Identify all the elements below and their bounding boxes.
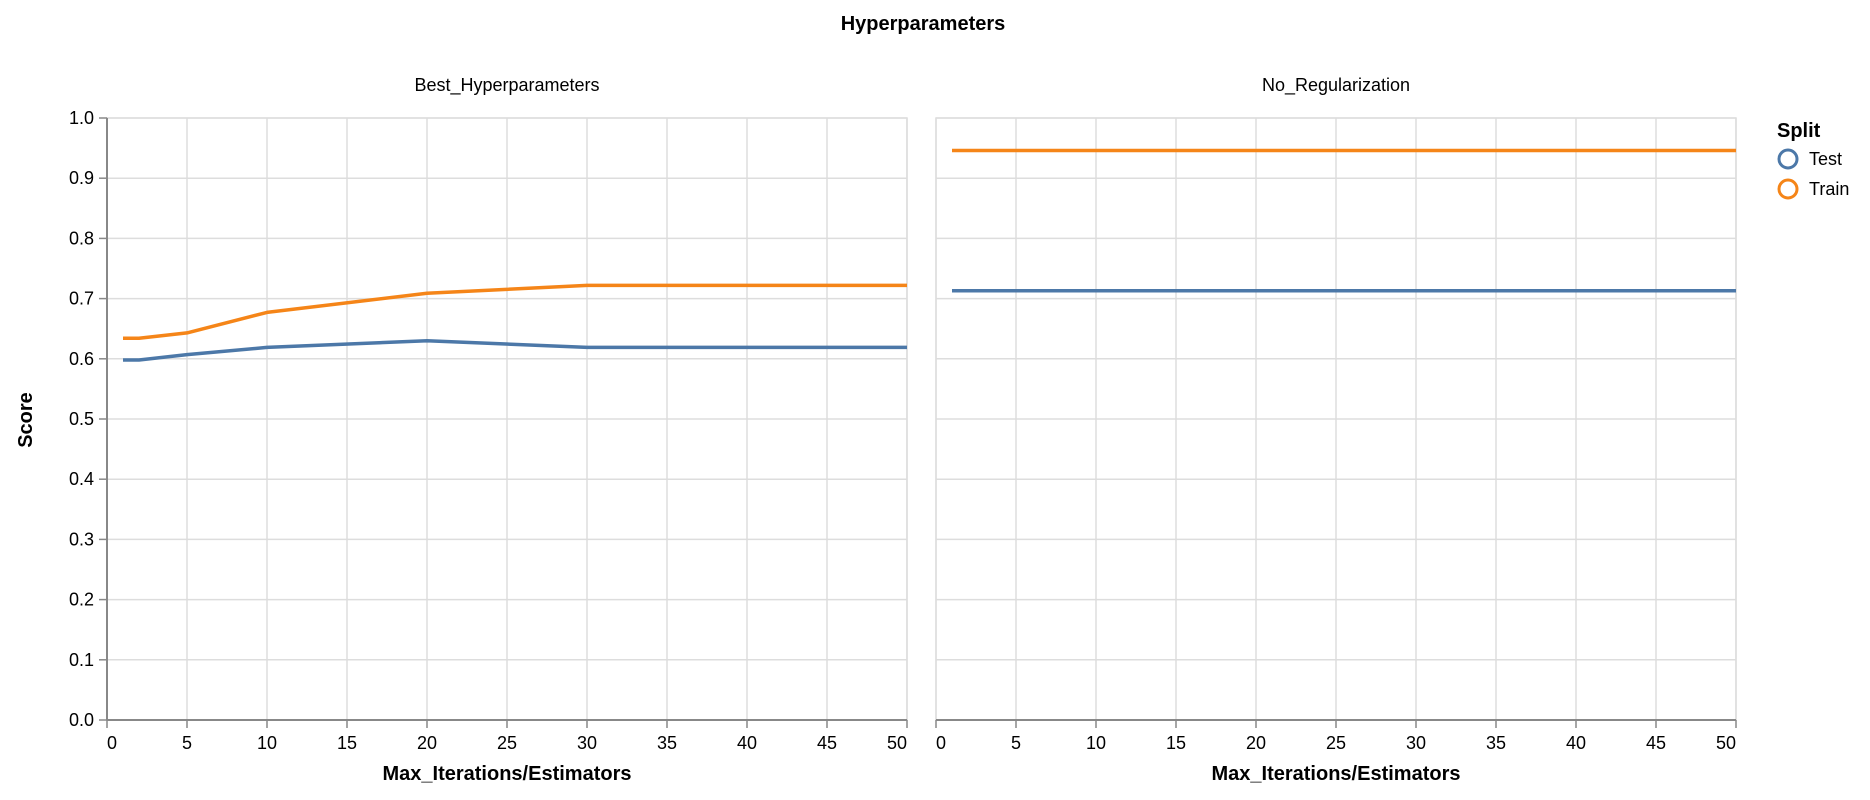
legend-label: Train [1809,179,1849,199]
x-axis: 0 5 10 15 20 25 30 35 40 45 50 Max_Iterations/Estim… [935,719,1737,785]
x-tick-label: 0 [107,733,117,753]
x-tick-label: 10 [257,733,277,753]
y-tick-label: 0.5 [69,409,94,429]
x-tick-label: 0 [936,733,946,753]
x-tick-label: 35 [1486,733,1506,753]
x-tick-label: 50 [1716,733,1736,753]
x-axis: 0 5 10 15 20 25 30 35 40 45 50 Max_Iterations/Estim… [106,719,908,785]
x-tick-label: 40 [737,733,757,753]
x-tick-label: 20 [417,733,437,753]
series-lines [952,148,1736,293]
facet-panel-2: No_Regularization 0 5 10 15 20 25 30 35 40 45 50 Max… [935,75,1737,785]
chart-title: Hyperparameters [841,13,1006,35]
y-tick-label: 0.9 [69,168,94,188]
y-tick-label: 0.1 [69,650,94,670]
x-tick-label: 40 [1566,733,1586,753]
grid [106,117,908,721]
y-tick-label: 0.3 [69,529,94,549]
series-lines [123,283,907,362]
y-tick-label: 0.6 [69,349,94,369]
x-axis-title: Max_Iterations/Estimators [1212,763,1461,785]
legend-symbol [1777,178,1799,200]
legend: Split Test Train [1777,120,1849,200]
y-tick-label: 0.7 [69,289,94,309]
series-line-train [123,283,907,341]
x-tick-label: 15 [337,733,357,753]
y-axis-title: Score [15,392,37,448]
facet-panel-1: Best_Hyperparameters 0 5 10 15 20 25 30 35 40 45 50… [69,75,908,785]
y-tick-label: 0.8 [69,228,94,248]
y-tick-label: 0.2 [69,590,94,610]
legend-item-test: Test [1777,148,1842,170]
x-tick-label: 25 [1326,733,1346,753]
x-tick-label: 45 [817,733,837,753]
legend-symbol [1777,148,1799,170]
legend-label: Test [1809,149,1842,169]
facet-title: No_Regularization [1262,75,1410,96]
facet-title: Best_Hyperparameters [414,75,599,96]
x-tick-label: 5 [182,733,192,753]
x-tick-label: 35 [657,733,677,753]
x-tick-label: 50 [887,733,907,753]
series-line-test [123,338,907,362]
grid [935,117,1737,721]
x-tick-label: 30 [577,733,597,753]
x-tick-label: 25 [497,733,517,753]
x-tick-label: 45 [1646,733,1666,753]
legend-item-train: Train [1777,178,1849,200]
x-axis-title: Max_Iterations/Estimators [383,763,632,785]
y-tick-label: 0.0 [69,710,94,730]
x-tick-label: 15 [1166,733,1186,753]
y-axis: 0.0 0.1 0.2 0.3 0.4 0.5 0.6 0.7 0.8 0.9 1.0 [69,108,108,730]
y-tick-label: 1.0 [69,108,94,128]
x-tick-label: 30 [1406,733,1426,753]
x-tick-label: 20 [1246,733,1266,753]
x-tick-label: 10 [1086,733,1106,753]
legend-title: Split [1777,120,1821,142]
x-tick-label: 5 [1011,733,1021,753]
y-tick-label: 0.4 [69,469,94,489]
